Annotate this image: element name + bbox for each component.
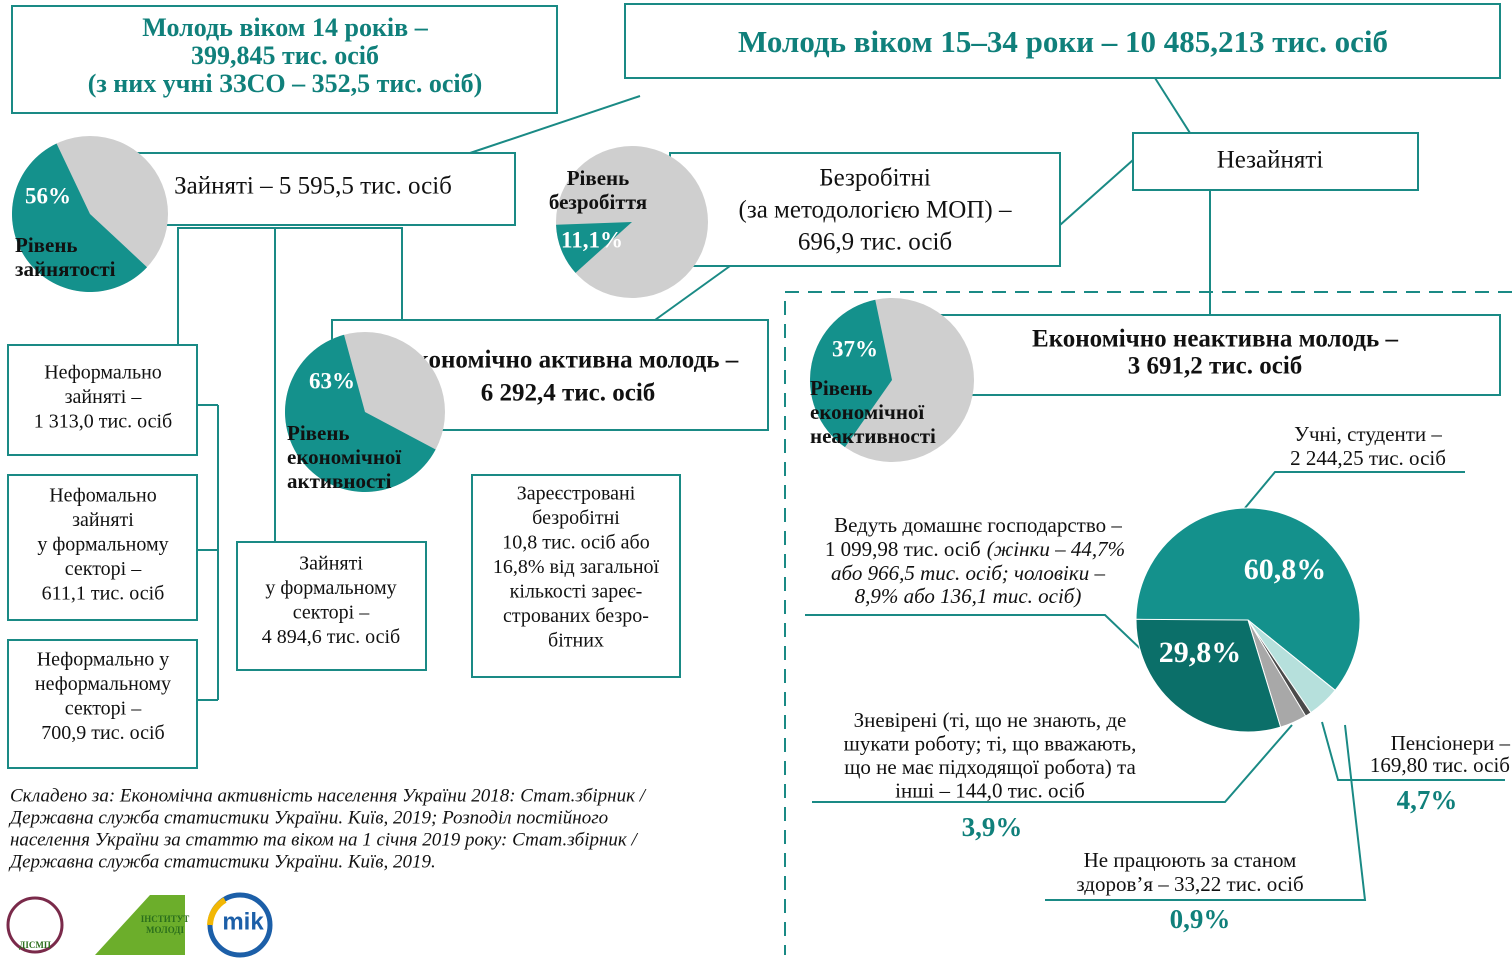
sub-box-label: 1 313,0 тис. осіб — [34, 411, 172, 433]
pie-caption: зайнятості — [15, 257, 116, 281]
pie-caption: неактивності — [810, 424, 936, 448]
sub-box-label: зайняті — [72, 509, 134, 531]
sub-box-label: безробітні — [532, 507, 620, 529]
sub-box-label: кількості зареє- — [510, 581, 643, 603]
segment-description: Учні, студенти – — [1294, 422, 1442, 446]
pie-caption: Рівень — [15, 233, 78, 257]
sub-box-label: 10,8 тис. осіб або — [502, 532, 649, 554]
segment-note: 8,9% або 136,1 тис. осіб) — [855, 584, 1082, 608]
sub-box-label: Зайняті — [299, 553, 363, 575]
sub-box-label: 16,8% від загальної — [493, 556, 660, 578]
title-line: Молодь віком 14 років – — [142, 13, 428, 42]
segment-description: шукати роботу; ті, що вважають, — [844, 731, 1137, 755]
segment-label: 60,8% — [1244, 553, 1327, 586]
source-line: Державна служба статистики України. Київ… — [8, 807, 608, 828]
segment-description: що не має підходящої робота) та — [844, 755, 1136, 779]
pie-caption: Рівень — [287, 421, 350, 445]
pie-caption: економічної — [287, 445, 401, 469]
pie-wedge — [12, 143, 148, 292]
segment-label: 0,9% — [1170, 904, 1231, 934]
title-line: 399,845 тис. осіб — [191, 41, 379, 70]
box-label: (за методологією МОП) – — [739, 197, 1012, 224]
pie-segment — [1135, 507, 1361, 692]
segment-description: Зневірені (ті, що не знають, де — [854, 708, 1127, 732]
box-label: Економічно неактивна молодь – — [1032, 326, 1398, 353]
segment-description: здоров’я – 33,22 тис. осіб — [1076, 872, 1303, 896]
segment-label: 4,7% — [1397, 785, 1458, 815]
segment-label: 29,8% — [1159, 636, 1242, 669]
box-label: Зайняті – 5 595,5 тис. осіб — [174, 173, 452, 200]
sub-box-label: бітних — [548, 630, 604, 652]
sub-box-label: Неформально — [44, 362, 162, 384]
pie-label: 37% — [832, 336, 878, 361]
sub-box-label: у формальному — [37, 534, 168, 556]
sub-box-label: 700,9 тис. осіб — [41, 722, 164, 744]
pie-wedge — [284, 334, 436, 493]
pie-label: 11,1% — [561, 227, 623, 252]
segment-description: 1 099,98 тис. осіб — [825, 537, 981, 561]
segment-note: (жінки – 44,7% — [987, 537, 1125, 561]
pie-label: 56% — [25, 183, 71, 208]
segment-label: 3,9% — [962, 812, 1023, 842]
sub-box-label: Зареєстровані — [517, 483, 636, 505]
logo-text: ІНСТИТУТ — [141, 914, 190, 924]
pie-caption: Рівень — [810, 376, 873, 400]
sub-box-label: секторі – — [65, 558, 142, 580]
segment-description: 169,80 тис. осіб — [1370, 753, 1510, 777]
segment-description: 2 244,25 тис. осіб — [1290, 446, 1446, 470]
logo-text: mik — [222, 908, 264, 935]
segment-description: інші – 144,0 тис. осіб — [895, 778, 1085, 802]
sub-box-label: 611,1 тис. осіб — [42, 583, 165, 605]
pie-caption: економічної — [810, 400, 924, 424]
segment-description: Ведуть домашнє господарство – — [834, 513, 1122, 537]
sub-box-label: неформальному — [35, 673, 171, 695]
pie-label: 63% — [309, 368, 355, 393]
pie-caption: Рівень — [567, 166, 630, 190]
title-line: (з них учні ЗЗСО – 352,5 тис. осіб) — [88, 69, 483, 98]
logos-art — [6, 892, 273, 958]
box-label: 6 292,4 тис. осіб — [481, 380, 656, 407]
segment-note: або 966,5 тис. осіб; чоловіки – — [831, 561, 1105, 585]
box-label: 696,9 тис. осіб — [798, 229, 952, 256]
segment-description: Не працюють за станом — [1084, 848, 1297, 872]
box-label: Незайняті — [1217, 147, 1324, 174]
segment-description: Пенсіонери – — [1391, 731, 1511, 755]
source-line: населення України за статтю та віком на … — [10, 829, 639, 850]
title: Молодь віком 15–34 роки – 10 485,213 тис… — [738, 24, 1388, 59]
box-label: Економічно активна молодь – — [398, 347, 739, 374]
connectors — [177, 77, 1512, 955]
sub-box-label: Неформально у — [37, 649, 170, 671]
sub-box-label: 4 894,6 тис. осіб — [262, 626, 400, 648]
source-line: Складено за: Економічна активність насел… — [10, 785, 647, 806]
pie-caption: безробіття — [549, 190, 647, 214]
pie-wedge — [809, 299, 892, 448]
sub-box-label: у формальному — [265, 577, 396, 599]
pie-wedge — [556, 222, 632, 273]
box-label: Безробітні — [819, 165, 931, 192]
pie-segment — [1135, 618, 1282, 733]
sub-box-label: строваних безро- — [503, 605, 649, 627]
sub-box-label: секторі – — [293, 602, 370, 624]
source-line: Державна служба статистики України. Київ… — [8, 851, 436, 872]
sub-box-label: Нефомально — [49, 485, 157, 507]
box-label: 3 691,2 тис. осіб — [1128, 353, 1303, 380]
sub-box-label: зайняті – — [65, 386, 143, 408]
logo-text: ДІСМП — [19, 940, 51, 950]
pie-caption: активності — [287, 469, 392, 493]
logo-text: МОЛОДІ — [146, 925, 184, 935]
sub-box-label: секторі – — [65, 698, 142, 720]
segment-description: 1 099,98 тис. осіб (жінки – 44,7% — [825, 537, 1125, 561]
